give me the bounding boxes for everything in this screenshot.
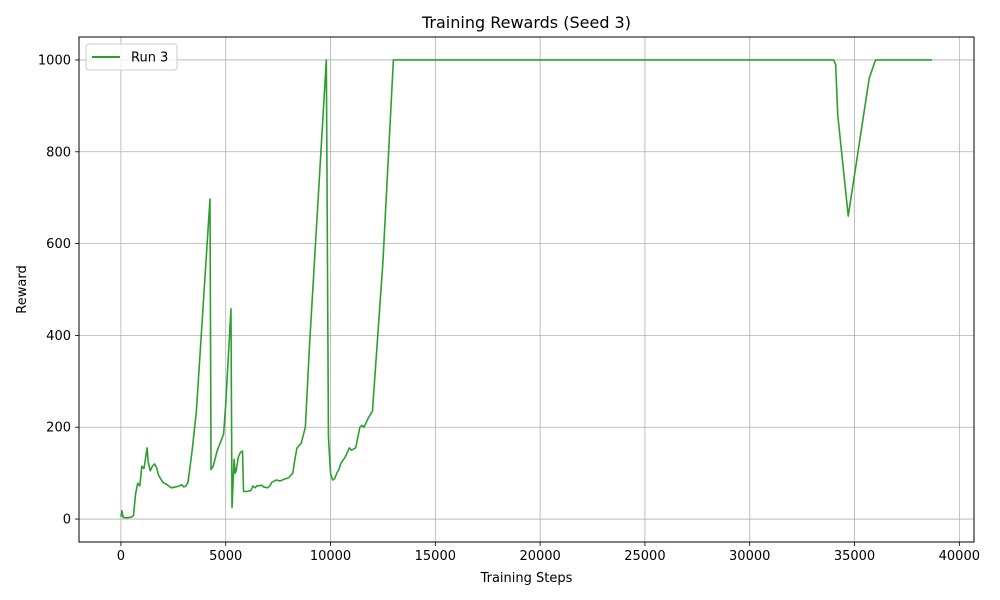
x-tick-label: 15000 [415,549,456,564]
x-axis-title: Training Steps [480,571,573,586]
y-tick-label: 0 [63,513,71,528]
y-tick-label: 200 [46,421,71,436]
grid [79,37,974,542]
x-tick-label: 10000 [310,549,351,564]
legend-box [85,43,178,71]
x-tick-label: 40000 [939,549,980,564]
series-line [120,59,933,519]
y-axis-title: Reward [15,265,30,313]
y-tick-label: 400 [46,329,71,344]
x-tick-label: 25000 [624,549,665,564]
ticks: 0 5000 10000 15000 20000 25000 30000 35000 40000… [38,53,980,564]
legend-label: Run 3 [131,51,168,66]
x-tick-label: 5000 [209,549,242,564]
y-tick-label: 800 [46,145,71,160]
legend: Run 3 [85,43,178,71]
x-tick-label: 30000 [729,549,770,564]
x-tick-label: 35000 [834,549,875,564]
x-tick-label: 20000 [519,549,560,564]
chart-title: Training Rewards (Seed 3) [421,13,631,32]
y-tick-label: 1000 [38,53,71,68]
series-layer [120,59,933,519]
x-tick-label: 0 [117,549,125,564]
plot-frame [78,36,975,543]
y-tick-label: 600 [46,237,71,252]
